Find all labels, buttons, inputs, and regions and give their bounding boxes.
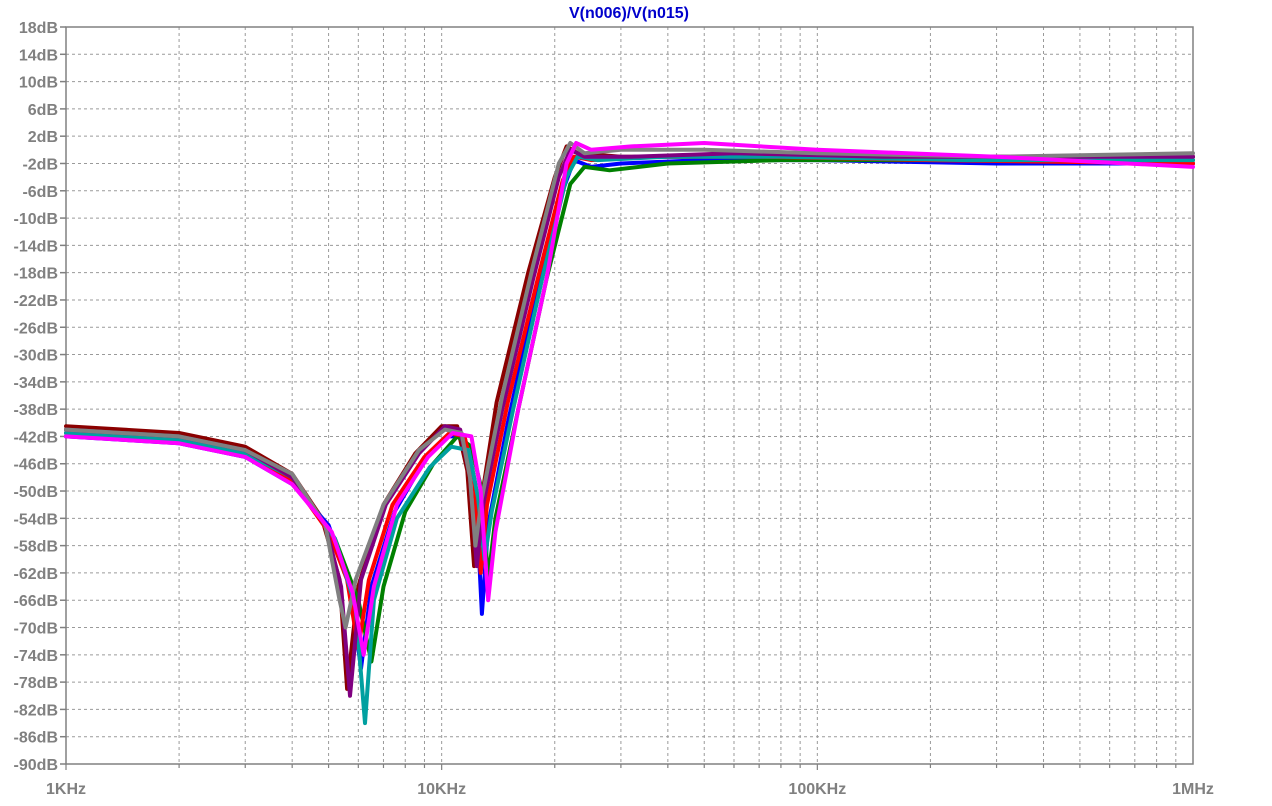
series-line-2: [64, 158, 1195, 671]
series-line-4: [64, 154, 1195, 650]
traces: [64, 141, 1195, 726]
series-line-7: [64, 141, 1195, 630]
y-tick-label: 18dB: [19, 20, 58, 37]
y-tick-label: 14dB: [19, 47, 58, 64]
x-tick-label: 10KHz: [417, 781, 466, 798]
x-tick-label: 1KHz: [46, 781, 86, 798]
y-tick-label: -90dB: [14, 757, 58, 774]
y-tick-label: -42dB: [14, 429, 58, 446]
y-tick-label: 2dB: [28, 129, 58, 146]
y-tick-label: -58dB: [14, 539, 58, 556]
series-line-5: [64, 154, 1195, 726]
y-tick-label: -70dB: [14, 621, 58, 638]
y-tick-label: -54dB: [14, 511, 58, 528]
plot-frame: [65, 26, 1194, 765]
y-tick-label: 10dB: [19, 75, 58, 92]
series-line-3: [64, 158, 1195, 664]
y-tick-label: -86dB: [14, 730, 58, 747]
y-tick-label: 6dB: [28, 102, 58, 119]
series-line-6: [64, 147, 1195, 698]
y-tick-label: -26dB: [14, 320, 58, 337]
y-tick-label: -50dB: [14, 484, 58, 501]
y-tick-label: -22dB: [14, 293, 58, 310]
x-tick-label: 100KHz: [788, 781, 846, 798]
series-line-8: [64, 141, 1195, 657]
y-tick-label: -2dB: [22, 156, 58, 173]
x-tick-label: 1MHz: [1172, 781, 1214, 798]
y-tick-label: -18dB: [14, 266, 58, 283]
x-axis: 1KHz 10KHz 100KHz 1MHz: [46, 764, 1214, 798]
y-tick-label: -6dB: [22, 184, 58, 201]
grid-lines: [66, 27, 1193, 764]
y-axis: 18dB 14dB 10dB 6dB 2dB -2dB -6dB -10dB -14dB -18d…: [14, 20, 66, 774]
y-tick-label: -34dB: [14, 375, 58, 392]
y-tick-label: -66dB: [14, 593, 58, 610]
y-tick-label: -74dB: [14, 648, 58, 665]
y-tick-label: -78dB: [14, 675, 58, 692]
y-tick-label: -14dB: [14, 238, 58, 255]
y-tick-label: -30dB: [14, 348, 58, 365]
y-tick-label: -46dB: [14, 457, 58, 474]
y-tick-label: -62dB: [14, 566, 58, 583]
y-tick-label: -82dB: [14, 702, 58, 719]
chart-title: V(n006)/V(n015): [569, 5, 689, 22]
series-line-1: [64, 144, 1195, 691]
y-tick-label: -10dB: [14, 211, 58, 228]
y-tick-label: -38dB: [14, 402, 58, 419]
